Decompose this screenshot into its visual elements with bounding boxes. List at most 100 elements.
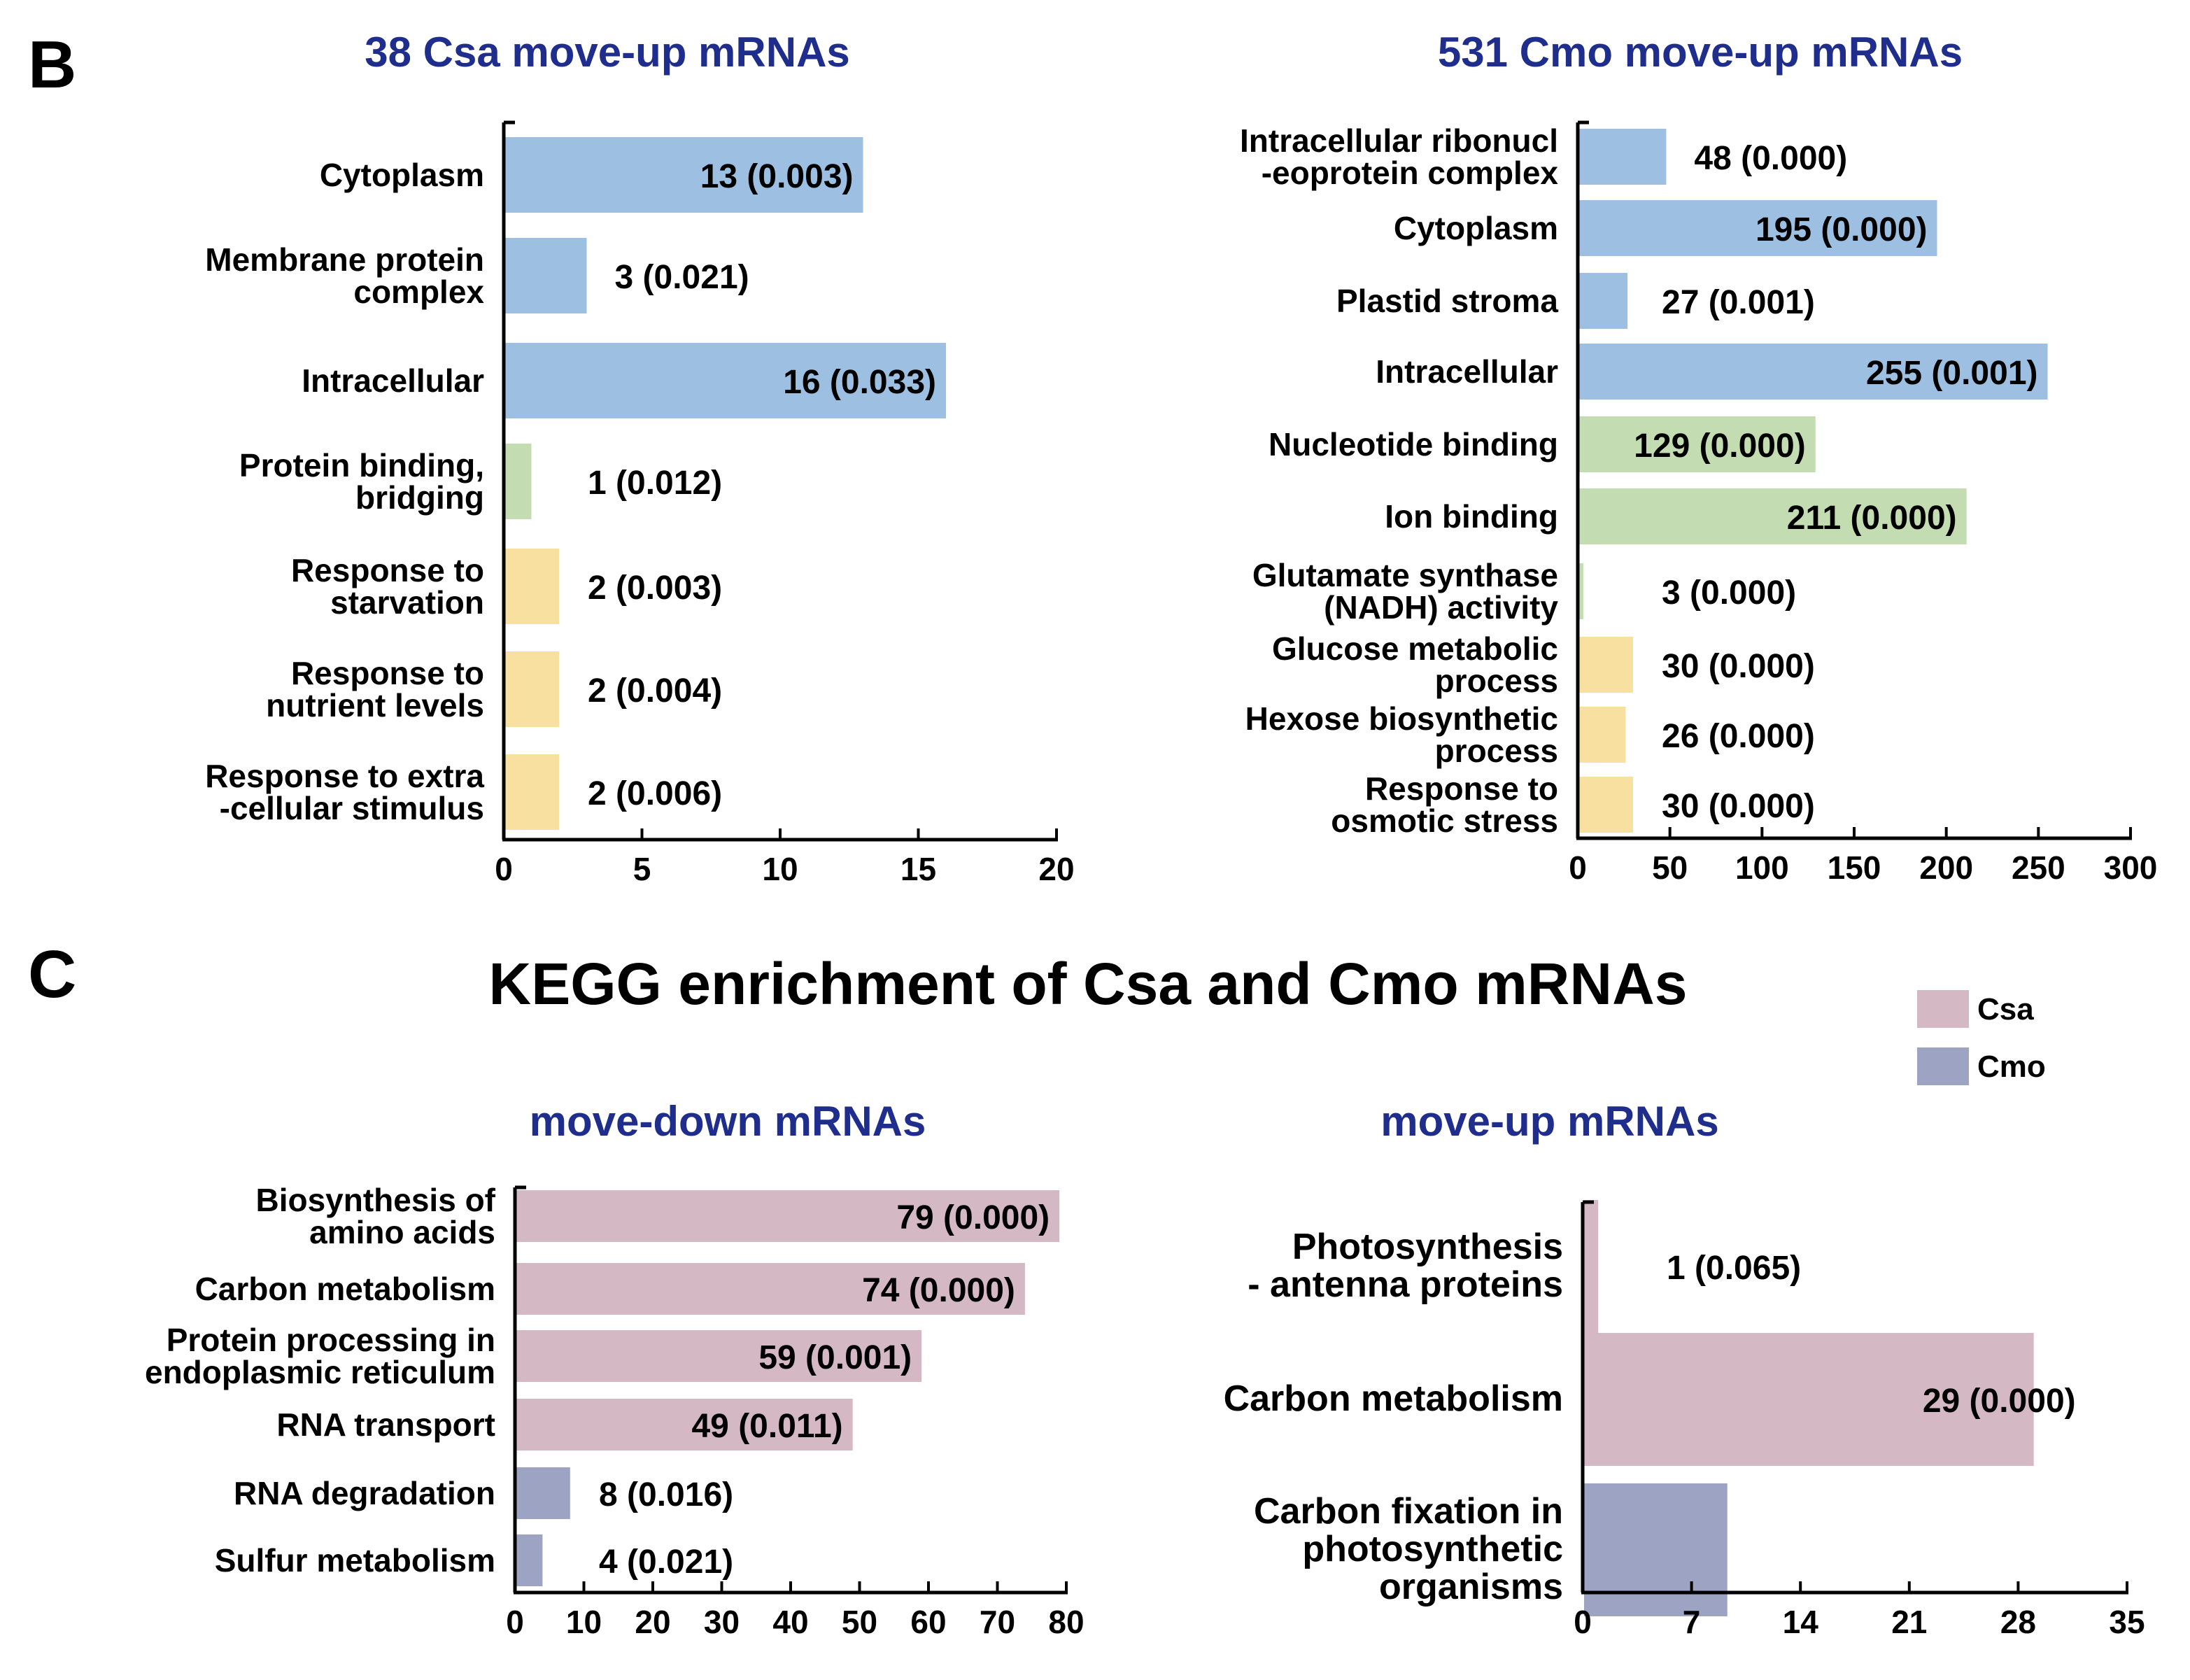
data-label: 1 (0.065) xyxy=(1667,1250,1801,1287)
bar xyxy=(505,651,559,727)
x-tick-label: 150 xyxy=(1828,849,1881,886)
x-tick-label: 30 xyxy=(704,1604,740,1640)
bar xyxy=(1579,707,1626,763)
legend-label-cmo: Cmo xyxy=(1977,1050,2046,1084)
data-label: 13 (0.003) xyxy=(700,158,854,195)
data-label: 4 (0.021) xyxy=(599,1544,733,1581)
x-tick-label: 0 xyxy=(1569,849,1587,886)
bar xyxy=(516,1263,1025,1315)
bar xyxy=(516,1190,1060,1242)
data-label: 129 (0.000) xyxy=(1634,428,1806,465)
category-label: (NADH) activity xyxy=(1324,589,1558,626)
chart-title: move-up mRNAs xyxy=(1380,1098,1718,1145)
category-label: endoplasmic reticulum xyxy=(145,1354,495,1390)
data-label: 3 (0.021) xyxy=(615,259,749,296)
bar xyxy=(505,754,559,830)
category-label: starvation xyxy=(330,584,484,621)
category-label: Response to xyxy=(1365,770,1558,807)
data-label: 29 (0.000) xyxy=(1923,1383,2076,1420)
category-label: Carbon fixation in xyxy=(1254,1491,1563,1532)
x-tick-label: 60 xyxy=(910,1604,946,1640)
category-label: organisms xyxy=(1379,1567,1563,1607)
bar xyxy=(516,1467,570,1519)
data-label: 74 (0.000) xyxy=(862,1272,1015,1309)
chart-title: 38 Csa move-up mRNAs xyxy=(365,29,850,76)
data-label: 8 (0.016) xyxy=(599,1476,733,1513)
category-label: Carbon metabolism xyxy=(195,1271,495,1307)
category-label: photosynthetic xyxy=(1302,1529,1563,1569)
category-label: Hexose biosynthetic xyxy=(1245,700,1558,737)
bar xyxy=(1579,416,1816,472)
category-label: Cytoplasm xyxy=(320,157,484,193)
bar xyxy=(1579,273,1628,329)
category-label: Membrane protein xyxy=(205,241,484,278)
bar xyxy=(1579,129,1667,185)
x-tick-label: 15 xyxy=(900,851,936,887)
category-label: osmotic stress xyxy=(1331,803,1558,839)
bar xyxy=(1584,1483,1728,1616)
x-tick-label: 20 xyxy=(1038,851,1074,887)
x-tick-label: 28 xyxy=(2000,1604,2036,1640)
bar xyxy=(505,549,559,624)
bar xyxy=(516,1399,853,1450)
category-label: Cytoplasm xyxy=(1394,210,1558,246)
x-tick-label: 14 xyxy=(1783,1604,1819,1640)
category-label: amino acids xyxy=(309,1214,495,1250)
data-label: 26 (0.000) xyxy=(1662,718,1815,755)
category-label: Protein binding, xyxy=(239,447,484,483)
x-tick-label: 70 xyxy=(980,1604,1015,1640)
go-chart-csa-move-up: 38 Csa move-up mRNAs Cytoplasm 13 (0.003) M… xyxy=(205,29,1074,887)
bar xyxy=(1584,1200,1599,1333)
legend-swatch-cmo xyxy=(1917,1047,1969,1085)
category-label: Response to xyxy=(291,552,484,588)
category-label: Ion binding xyxy=(1385,498,1558,535)
bar xyxy=(1579,563,1583,619)
category-label: Protein processing in xyxy=(167,1322,495,1358)
bar xyxy=(1584,1333,2034,1466)
data-label: 48 (0.000) xyxy=(1694,140,1847,177)
x-tick-label: 50 xyxy=(842,1604,877,1640)
category-label: Glutamate synthase xyxy=(1252,557,1558,593)
x-tick-label: 10 xyxy=(762,851,798,887)
bar xyxy=(516,1330,922,1382)
x-tick-label: 40 xyxy=(772,1604,808,1640)
category-label: Sulfur metabolism xyxy=(215,1542,495,1579)
category-label: Intracellular xyxy=(302,362,484,399)
x-tick-label: 50 xyxy=(1652,849,1688,886)
bar xyxy=(1579,344,2048,400)
category-label: Response to xyxy=(291,655,484,691)
x-tick-label: 300 xyxy=(2104,849,2158,886)
bar xyxy=(505,343,946,418)
category-label: complex xyxy=(353,274,484,310)
data-label: 255 (0.001) xyxy=(1866,355,2038,392)
category-label: Response to extra xyxy=(205,758,484,794)
bar xyxy=(1579,777,1633,833)
legend-label-csa: Csa xyxy=(1977,992,2034,1026)
bar xyxy=(505,137,863,213)
data-label: 30 (0.000) xyxy=(1662,648,1815,685)
data-label: 27 (0.001) xyxy=(1662,284,1815,321)
category-label: Nucleotide binding xyxy=(1269,426,1558,463)
data-label: 16 (0.033) xyxy=(783,364,936,401)
data-label: 49 (0.011) xyxy=(691,1408,842,1445)
category-label: Glucose metabolic xyxy=(1272,630,1558,667)
chart-title: move-down mRNAs xyxy=(530,1098,926,1145)
x-tick-label: 80 xyxy=(1048,1604,1084,1640)
x-tick-label: 21 xyxy=(1891,1604,1927,1640)
data-label: 3 (0.000) xyxy=(1662,574,1796,612)
x-tick-label: 0 xyxy=(506,1604,524,1640)
go-chart-cmo-move-up: 531 Cmo move-up mRNAs Intracellular ribon… xyxy=(1240,29,2157,886)
category-label: Biosynthesis of xyxy=(255,1182,495,1218)
data-label: 195 (0.000) xyxy=(1755,211,1928,248)
category-label: process xyxy=(1435,663,1558,699)
category-label: -eoprotein complex xyxy=(1262,155,1559,191)
data-label: 59 (0.001) xyxy=(758,1339,912,1376)
x-tick-label: 20 xyxy=(635,1604,670,1640)
bar xyxy=(1579,488,1967,544)
data-label: 2 (0.006) xyxy=(588,775,722,812)
category-label: Intracellular xyxy=(1376,353,1558,390)
bar xyxy=(1579,200,1937,256)
bar xyxy=(505,238,587,313)
category-label: - antenna proteins xyxy=(1248,1264,1563,1305)
